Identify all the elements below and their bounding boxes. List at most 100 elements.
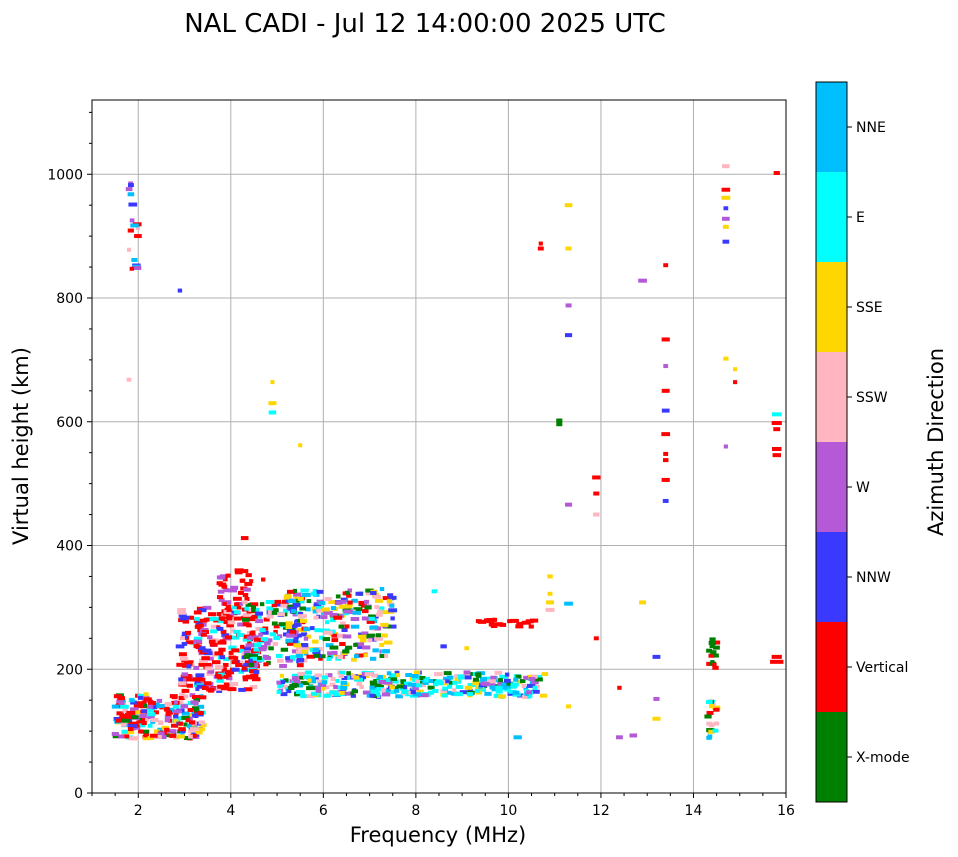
echo-point xyxy=(169,694,178,699)
echo-point xyxy=(291,649,299,654)
echo-point xyxy=(431,589,438,594)
echo-point xyxy=(170,723,179,728)
echo-point xyxy=(186,723,192,728)
echo-point xyxy=(226,623,234,628)
echo-point xyxy=(329,612,338,617)
echo-point xyxy=(526,690,532,695)
echo-point xyxy=(305,607,311,612)
echo-point xyxy=(661,388,670,393)
echo-point xyxy=(206,671,214,676)
echo-point xyxy=(228,645,237,650)
echo-point xyxy=(340,680,348,685)
echo-point xyxy=(269,632,277,637)
echo-point xyxy=(255,611,264,616)
x-tick-label: 2 xyxy=(134,803,143,819)
echo-point xyxy=(210,629,218,634)
echo-point xyxy=(242,593,249,598)
echo-point xyxy=(661,337,670,342)
echo-point xyxy=(237,590,244,595)
echo-point xyxy=(133,265,142,270)
echo-point xyxy=(242,600,248,605)
echo-point xyxy=(226,607,232,612)
echo-point xyxy=(178,652,187,657)
echo-point xyxy=(183,694,189,699)
echo-point xyxy=(530,674,538,679)
echo-point xyxy=(199,658,209,663)
echo-point xyxy=(242,677,249,682)
echo-point xyxy=(243,634,250,639)
echo-point xyxy=(292,673,301,678)
echo-point xyxy=(326,656,332,661)
echo-point xyxy=(176,662,185,667)
echo-point xyxy=(712,645,720,650)
echo-point xyxy=(528,624,534,629)
echo-point xyxy=(292,639,299,644)
y-tick-label: 200 xyxy=(56,662,83,678)
echo-point xyxy=(216,612,222,617)
x-tick-label: 14 xyxy=(685,803,703,819)
echo-point xyxy=(246,635,256,640)
echo-point xyxy=(490,675,497,680)
echo-point xyxy=(140,729,150,734)
echo-point xyxy=(304,670,313,675)
echo-point xyxy=(723,444,728,449)
echo-point xyxy=(115,703,125,708)
echo-point xyxy=(428,679,434,684)
echo-point xyxy=(328,600,337,605)
echo-point xyxy=(190,733,197,738)
echo-point xyxy=(244,597,250,602)
echo-point xyxy=(218,647,226,652)
echo-point xyxy=(119,713,128,718)
echo-point xyxy=(164,702,172,707)
echo-point xyxy=(230,628,236,633)
echo-point xyxy=(513,677,519,682)
echo-point xyxy=(219,575,226,580)
echo-point xyxy=(419,693,429,698)
echo-point xyxy=(361,616,369,621)
echo-point xyxy=(419,676,426,681)
echo-point xyxy=(280,603,288,608)
echo-point xyxy=(229,613,234,618)
echo-point xyxy=(709,644,715,649)
colorbar-segment xyxy=(816,352,847,442)
echo-point xyxy=(475,619,482,624)
x-tick-label: 6 xyxy=(319,803,328,819)
echo-point xyxy=(275,602,284,607)
echo-point xyxy=(302,592,311,597)
echo-point xyxy=(292,682,299,687)
echo-point xyxy=(617,685,622,690)
echo-point xyxy=(177,700,184,705)
colorbar-segment xyxy=(816,262,847,352)
echo-point xyxy=(253,647,262,652)
echo-point xyxy=(197,704,205,709)
echo-point xyxy=(333,692,341,697)
echo-point xyxy=(357,644,364,649)
echo-point xyxy=(249,669,258,674)
echo-point xyxy=(129,218,135,223)
echo-point xyxy=(353,675,360,680)
echo-point xyxy=(111,731,119,736)
echo-point xyxy=(413,670,421,675)
echo-point xyxy=(235,662,243,667)
echo-point xyxy=(198,727,205,732)
echo-point xyxy=(616,735,623,740)
echo-point xyxy=(127,727,134,732)
echo-point xyxy=(454,678,459,683)
echo-point xyxy=(271,610,278,615)
echo-point xyxy=(243,687,253,692)
echo-point xyxy=(178,721,184,726)
echo-point xyxy=(215,665,224,670)
echo-point xyxy=(359,684,364,689)
echo-point xyxy=(706,648,713,653)
echo-point xyxy=(249,685,258,690)
echo-point xyxy=(137,693,147,698)
echo-point xyxy=(207,669,215,674)
echo-point xyxy=(206,617,216,622)
echo-point xyxy=(296,663,304,668)
echo-point xyxy=(220,686,229,691)
echo-point xyxy=(531,680,539,685)
echo-point xyxy=(121,729,128,734)
echo-point xyxy=(129,266,134,271)
echo-point xyxy=(128,202,138,207)
echo-point xyxy=(128,721,137,726)
